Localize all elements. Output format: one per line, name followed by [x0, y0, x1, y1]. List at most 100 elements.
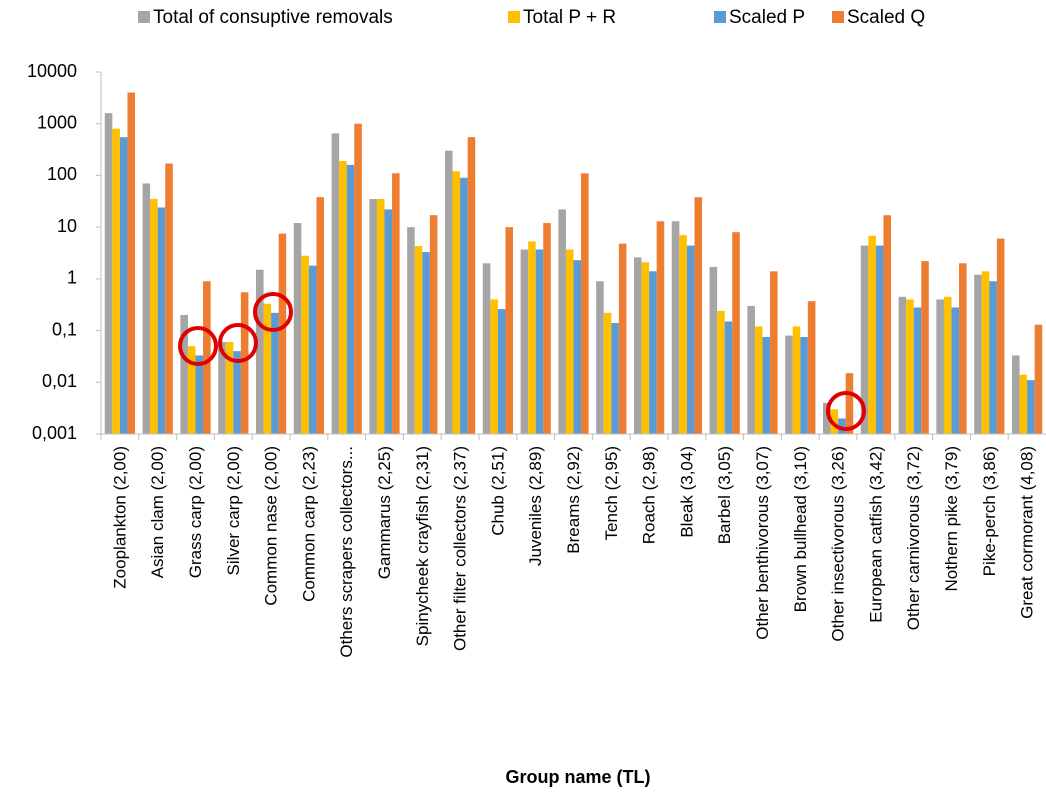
y-tick-label: 0,1: [52, 319, 77, 339]
bar: [444, 150, 453, 435]
bar: [535, 249, 544, 434]
bar: [936, 299, 944, 434]
y-tick-label: 0,01: [42, 371, 77, 391]
bar: [747, 305, 755, 434]
x-tick-label: Other filter collectors (2,37): [451, 446, 470, 651]
x-tick-label: Other benthivorous (3,07): [753, 446, 772, 640]
y-tick-label: 1: [67, 268, 77, 288]
bar: [422, 252, 430, 434]
bar: [255, 269, 264, 434]
bar: [293, 223, 302, 434]
x-tick-label: Common carp (2,23): [299, 446, 318, 602]
bar: [558, 209, 566, 434]
bar: [603, 312, 612, 434]
legend-label: Total of consuptive removals: [153, 7, 393, 28]
bar: [649, 271, 657, 434]
bar: [913, 307, 922, 434]
bar: [467, 137, 476, 435]
x-tick-label: Barbel (3,05): [715, 446, 734, 544]
x-tick-label: Tench (2,95): [602, 446, 621, 541]
bar: [104, 113, 113, 435]
legend-swatch: [714, 11, 726, 23]
legend-label: Scaled P: [729, 7, 805, 28]
bar: [883, 215, 892, 434]
bar: [528, 241, 536, 434]
x-tick-label: Spinycheek crayfish (2,31): [413, 446, 432, 646]
y-tick-label: 10000: [27, 61, 77, 81]
bar: [376, 199, 385, 434]
bar: [460, 177, 468, 434]
x-tick-label: Others scrapers collectors...: [337, 446, 356, 658]
bar: [641, 262, 650, 434]
x-tick-label: Zooplankton (2,00): [110, 446, 129, 589]
bar: [951, 307, 960, 434]
bar: [308, 265, 317, 434]
bar: [709, 266, 718, 434]
bar: [565, 249, 574, 434]
bar: [618, 243, 627, 434]
bar: [240, 292, 249, 434]
highlight-circle: [826, 391, 866, 431]
bar: [921, 261, 929, 434]
bar: [996, 238, 1005, 434]
x-tick-label: Brown bullhead (3,10): [791, 446, 810, 612]
bar: [490, 299, 498, 434]
bar: [384, 209, 393, 434]
bar: [263, 303, 272, 434]
x-tick-label: Grass carp (2,00): [186, 446, 205, 578]
bar: [898, 296, 907, 434]
bar: [679, 235, 687, 434]
legend-label: Total P + R: [523, 7, 616, 28]
bar: [278, 233, 287, 434]
bar: [346, 164, 355, 434]
bar: [142, 183, 151, 434]
bar: [407, 227, 415, 434]
bar: [860, 245, 869, 434]
bar: [671, 221, 680, 434]
x-tick-label: Juveniles (2,89): [526, 446, 545, 566]
bar: [452, 171, 461, 434]
y-tick-label: 0,001: [32, 423, 77, 443]
bar: [392, 173, 400, 435]
bar: [989, 281, 997, 434]
annotations: [178, 292, 866, 431]
x-tick-label: Other insectivorous (3,26): [829, 446, 848, 642]
bar: [800, 337, 808, 434]
bar: [195, 355, 204, 434]
bar: [157, 207, 166, 434]
legend-swatch: [138, 11, 150, 23]
bar: [581, 173, 589, 435]
bar: [1034, 324, 1043, 434]
bar: [119, 137, 128, 435]
bar: [686, 245, 695, 434]
bar: [150, 199, 158, 434]
x-tick-label: Nothern pike (3,79): [942, 446, 961, 592]
y-tick-label: 100: [47, 164, 77, 184]
bar: [807, 301, 816, 434]
y-tick-label: 1000: [37, 112, 77, 132]
bar: [369, 199, 377, 434]
bar: [633, 257, 642, 434]
bar: [414, 246, 423, 434]
highlight-circle: [218, 323, 258, 363]
bar: [112, 128, 120, 434]
bar: [225, 342, 234, 434]
y-tick-label: 10: [57, 216, 77, 236]
x-tick-label: Asian clam (2,00): [148, 446, 167, 578]
x-tick-label: Roach (2,98): [640, 446, 659, 544]
x-tick-label: Bleak (3,04): [677, 446, 696, 538]
bar: [203, 281, 211, 434]
bar: [981, 271, 990, 434]
bar: [770, 271, 778, 434]
x-tick-label: Silver carp (2,00): [224, 446, 243, 575]
bar: [331, 133, 340, 434]
x-tick-label: European catfish (3,42): [866, 446, 885, 623]
x-tick-label: Chub (2,51): [488, 446, 507, 536]
bar: [165, 163, 173, 435]
bar: [271, 312, 279, 434]
x-tick-label: Gammarus (2,25): [375, 446, 394, 579]
highlight-circle: [178, 326, 218, 366]
bar: [180, 315, 188, 434]
bar: [482, 263, 491, 434]
